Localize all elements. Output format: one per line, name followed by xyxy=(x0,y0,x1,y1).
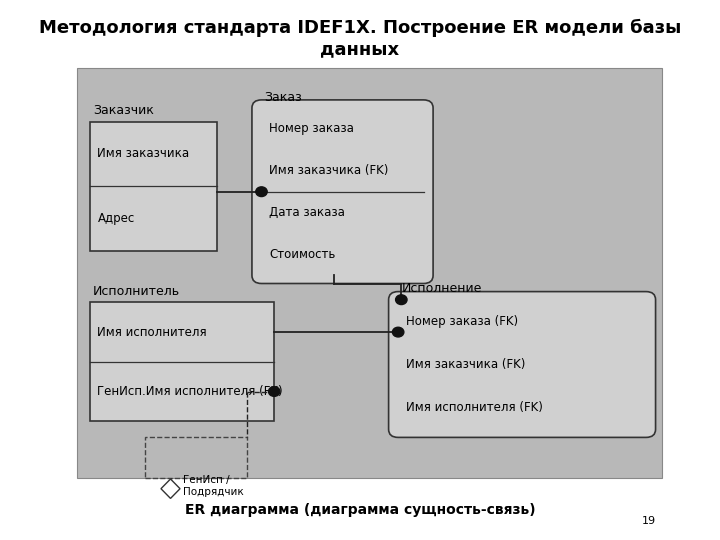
Polygon shape xyxy=(161,479,180,498)
Text: Стоимость: Стоимость xyxy=(269,248,336,261)
Text: Номер заказа (FK): Номер заказа (FK) xyxy=(406,315,518,328)
Text: Заказчик: Заказчик xyxy=(93,104,154,117)
Circle shape xyxy=(269,387,280,396)
Text: ER диаграмма (диаграмма сущность-связь): ER диаграмма (диаграмма сущность-связь) xyxy=(185,503,535,517)
Text: Заказ: Заказ xyxy=(265,91,302,104)
Text: 19: 19 xyxy=(642,516,656,526)
Text: Номер заказа: Номер заказа xyxy=(269,123,354,136)
Text: Имя заказчика: Имя заказчика xyxy=(97,147,189,160)
FancyBboxPatch shape xyxy=(77,68,662,478)
Text: Адрес: Адрес xyxy=(97,212,135,225)
Text: Имя исполнителя: Имя исполнителя xyxy=(97,326,207,339)
Circle shape xyxy=(392,327,404,337)
FancyBboxPatch shape xyxy=(389,292,656,437)
Text: Имя исполнителя (FK): Имя исполнителя (FK) xyxy=(406,401,543,414)
Text: Исполнение: Исполнение xyxy=(401,282,482,295)
Text: Дата заказа: Дата заказа xyxy=(269,206,345,219)
Text: Исполнитель: Исполнитель xyxy=(93,285,180,298)
Text: Имя заказчика (FK): Имя заказчика (FK) xyxy=(269,164,389,177)
FancyBboxPatch shape xyxy=(252,100,433,284)
Circle shape xyxy=(256,187,267,197)
FancyBboxPatch shape xyxy=(90,302,274,421)
Text: Методология стандарта IDEF1X. Построение ER модели базы
данных: Методология стандарта IDEF1X. Построение… xyxy=(39,19,681,58)
Circle shape xyxy=(395,295,407,305)
FancyBboxPatch shape xyxy=(90,122,217,251)
Text: Имя заказчика (FK): Имя заказчика (FK) xyxy=(406,358,525,371)
Text: ГенИсп /
Подрядчик: ГенИсп / Подрядчик xyxy=(183,475,244,497)
Text: ГенИсп.Имя исполнителя (FK): ГенИсп.Имя исполнителя (FK) xyxy=(97,385,283,398)
